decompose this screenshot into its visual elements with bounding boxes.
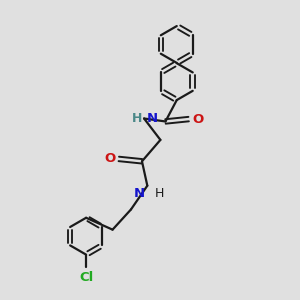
Text: H: H: [155, 187, 164, 200]
Text: N: N: [134, 187, 145, 200]
Text: N: N: [146, 112, 158, 125]
Text: H: H: [132, 112, 142, 125]
Text: Cl: Cl: [79, 271, 93, 284]
Text: O: O: [192, 112, 203, 126]
Text: O: O: [104, 152, 115, 165]
